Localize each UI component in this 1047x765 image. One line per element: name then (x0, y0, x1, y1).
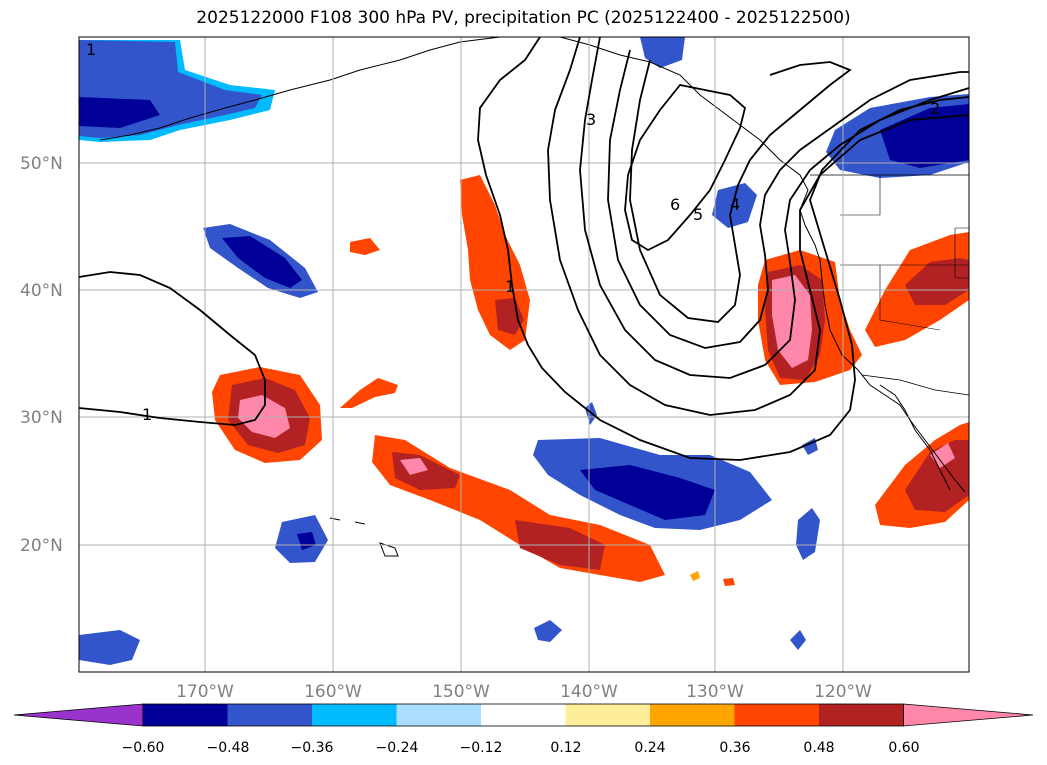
colorbar-swatch (481, 704, 566, 726)
colorbar-label-m036: −0.36 (291, 740, 334, 756)
lon-label-140w: 140°W (560, 682, 618, 702)
colorbar-swatch (819, 704, 904, 726)
colorbar-swatch (734, 704, 820, 726)
precip-region-northeast-core (880, 104, 969, 168)
country-borders (810, 174, 969, 396)
contour-label-1-west: 1 (142, 405, 152, 424)
lon-label-120w: 120°W (814, 682, 872, 702)
border-us-mexico (861, 374, 969, 396)
precip-region-west-pacific-core (222, 236, 302, 288)
contour-labels: 1 1 1 2 3 4 5 6 (86, 40, 940, 424)
lat-label-20n: 20°N (20, 536, 63, 556)
lat-label-50n: 50°N (20, 154, 63, 174)
pv-contour-6 (624, 84, 747, 252)
contour-label-1-central: 1 (505, 277, 515, 296)
lat-label-40n: 40°N (20, 281, 63, 301)
pv-contour-4 (607, 49, 969, 349)
precip-region-aleutian-inner (79, 97, 160, 128)
colorbar-swatch (143, 704, 228, 726)
longitude-labels: 170°W 160°W 150°W 140°W 130°W 120°W (176, 682, 872, 702)
precip-region-small-mid-west (340, 378, 398, 408)
colorbar-label-m060: −0.60 (122, 740, 165, 756)
colorbar (13, 703, 1034, 727)
colorbar-label-p024: 0.24 (634, 740, 665, 756)
pv-contour-3 (579, 37, 969, 379)
map-frame (78, 36, 970, 673)
pv-contour-1-main (477, 37, 969, 461)
colorbar-extend-min (13, 703, 144, 727)
precip-region-southwest-corner (79, 630, 140, 665)
colorbar-label-p036: 0.36 (719, 740, 750, 756)
precip-region-northwest-canada (640, 37, 685, 68)
state-borders (840, 175, 969, 331)
precip-region-small-dot-2 (723, 578, 735, 586)
contour-label-4: 4 (730, 195, 740, 214)
pv-contour-2 (547, 37, 969, 416)
precip-region-subtropical-core (580, 465, 715, 520)
contour-label-1-nw: 1 (86, 40, 96, 59)
contour-label-6: 6 (670, 195, 680, 214)
grid-lines (79, 37, 969, 672)
precip-region-small-north (350, 238, 380, 255)
contour-label-2: 2 (930, 99, 940, 118)
precip-region-small-off-oregon (712, 183, 757, 228)
colorbar-label-m024: −0.24 (376, 740, 419, 756)
coastline-baja (879, 384, 951, 491)
colorbar-label-m048: −0.48 (207, 740, 250, 756)
coastline-alaska-aleutians (99, 37, 501, 141)
lon-label-130w: 130°W (686, 682, 744, 702)
colorbar-swatch (312, 704, 397, 726)
precip-region-small-east-2 (790, 630, 806, 650)
precip-region-small-dot-1 (690, 571, 700, 581)
colorbar-swatch (396, 704, 482, 726)
lon-label-170w: 170°W (176, 682, 234, 702)
lon-label-150w: 150°W (432, 682, 490, 702)
map-title: 2025122000 F108 300 hPa PV, precipitatio… (196, 8, 851, 28)
colorbar-extend-max (903, 703, 1034, 727)
colorbar-label-p048: 0.48 (803, 740, 834, 756)
hawaii-islands (329, 517, 399, 557)
colorbar-tick-labels: −0.60 −0.48 −0.36 −0.24 −0.12 0.12 0.24 … (122, 740, 920, 756)
precip-region-southern-band-core (400, 458, 428, 475)
precip-region-small-south (534, 620, 562, 642)
pv-contour-1-west (79, 271, 266, 426)
colorbar-swatch (565, 704, 651, 726)
precip-region-central-pacific-core (495, 298, 524, 335)
latitude-labels: 50°N 40°N 30°N 20°N (20, 154, 63, 556)
colorbar-label-p012: 0.12 (550, 740, 581, 756)
colorbar-label-m012: −0.12 (460, 740, 503, 756)
colorbar-swatch (227, 704, 313, 726)
colorbar-swatch (650, 704, 735, 726)
pv-contours (79, 37, 969, 461)
precip-region-great-basin-core (905, 258, 969, 305)
lon-label-160w: 160°W (304, 682, 362, 702)
contour-label-5: 5 (693, 205, 703, 224)
colorbar-outline (142, 703, 904, 727)
precip-region-small-east-1 (796, 508, 820, 560)
contour-label-3: 3 (586, 110, 596, 129)
colorbar-label-p060: 0.60 (888, 740, 919, 756)
pv-contour-5 (629, 59, 852, 323)
lat-label-30n: 30°N (20, 408, 63, 428)
